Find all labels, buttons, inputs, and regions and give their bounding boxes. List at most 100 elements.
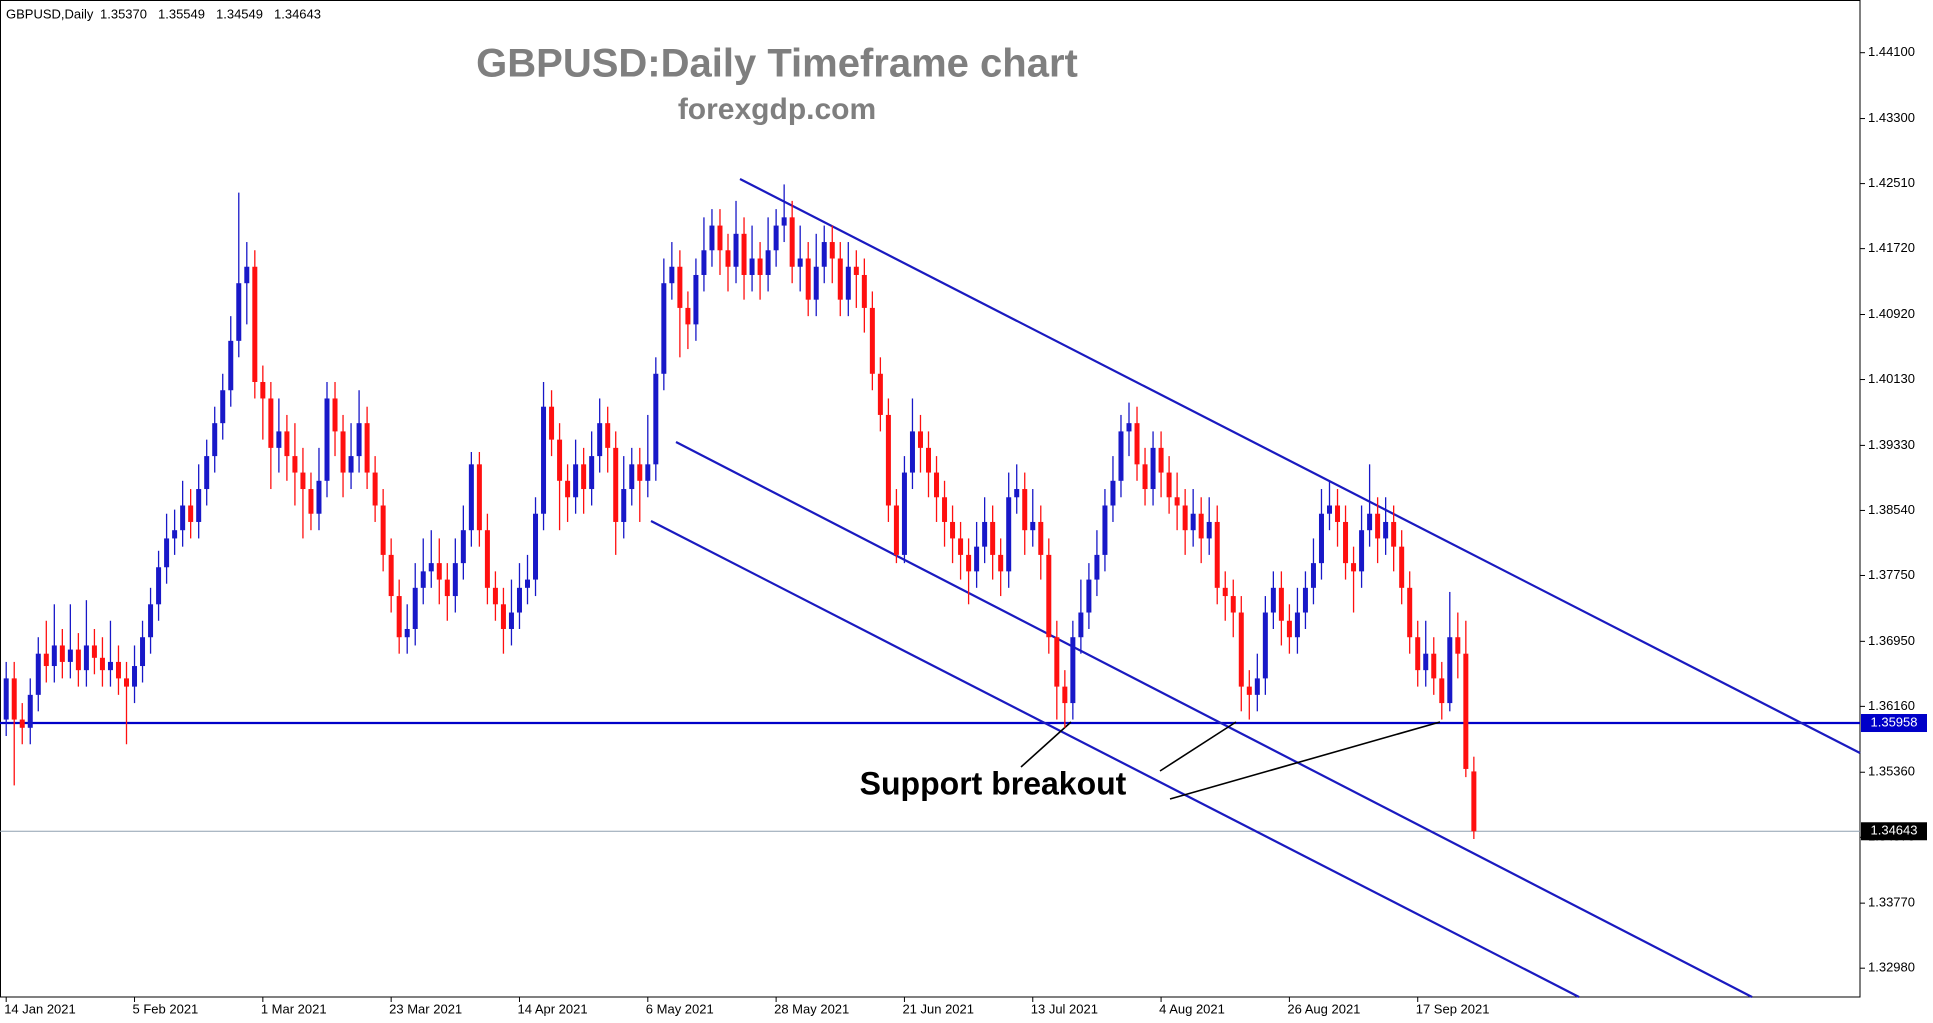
candle-body [99, 657, 105, 671]
candle-body [1070, 637, 1076, 704]
candle-body [589, 456, 595, 490]
candle-body [749, 258, 755, 275]
candle-body [412, 587, 418, 629]
header-value: 1.35549 [158, 6, 205, 21]
candle-body [124, 678, 129, 687]
candle-body [59, 645, 65, 662]
y-tick-label: 1.37750 [1868, 567, 1915, 582]
candle-body [1126, 423, 1132, 432]
candle-body [990, 521, 996, 555]
x-tick-label: 13 Jul 2021 [1031, 1001, 1098, 1016]
candle-body [1046, 554, 1052, 638]
candle-body [1014, 489, 1020, 498]
header-value: 1.34549 [216, 6, 263, 21]
candle-body [132, 666, 138, 687]
candle-body [324, 398, 330, 481]
candle-body [436, 563, 442, 580]
pointer-line [1169, 721, 1441, 800]
candle-body [677, 266, 683, 308]
candle-body [51, 645, 57, 667]
price-level-label: 1.34643 [1871, 823, 1918, 838]
candle-body [196, 489, 202, 522]
y-tick-label: 1.42510 [1868, 175, 1915, 190]
candle-body [276, 431, 282, 448]
candle-body [829, 242, 835, 259]
chart-title: GBPUSD:Daily Timeframe chart [476, 42, 1078, 86]
candle-body [1302, 587, 1308, 613]
y-tick-label: 1.32980 [1868, 960, 1915, 975]
candle-body [1335, 505, 1341, 522]
candle-body [172, 530, 178, 539]
candle-body [107, 661, 113, 671]
candle-body [645, 464, 651, 481]
candle-body [869, 307, 875, 374]
candle-body [1399, 546, 1405, 588]
candle-body [1198, 513, 1204, 539]
y-tick-label: 1.38540 [1868, 502, 1915, 517]
y-tick-label: 1.41720 [1868, 240, 1915, 255]
candle-body [316, 480, 322, 514]
candle-body [661, 283, 667, 374]
candle-body [1222, 587, 1228, 597]
candle-body [1062, 686, 1068, 704]
candle-body [653, 373, 659, 465]
x-tick-label: 28 May 2021 [774, 1001, 849, 1016]
candle-body [27, 694, 33, 728]
candle-body [1343, 521, 1349, 564]
candle-body [516, 587, 522, 613]
candle-body [19, 719, 25, 728]
candle-body [1447, 637, 1453, 704]
annotation: Support breakout [860, 765, 1127, 801]
candle-body [115, 661, 121, 679]
candle-body [797, 258, 803, 267]
candle-body [1182, 505, 1188, 531]
pointer-line [1020, 721, 1072, 768]
candle-body [885, 414, 891, 506]
candle-body [565, 480, 571, 498]
candle-body [356, 423, 362, 457]
x-tick-label: 14 Apr 2021 [517, 1001, 587, 1016]
candle-body [877, 373, 883, 415]
candle-body [1367, 513, 1373, 531]
x-tick-label: 5 Feb 2021 [133, 1001, 199, 1016]
candle-body [148, 604, 154, 638]
x-tick-label: 23 Mar 2021 [389, 1001, 462, 1016]
candle-body [1110, 480, 1116, 506]
candle-body [140, 637, 146, 667]
candle-body [364, 423, 370, 473]
candle-body [164, 538, 170, 568]
candle-body [1094, 554, 1100, 580]
candle-body [613, 447, 619, 522]
candle-body [340, 431, 346, 473]
candle-body [1206, 521, 1212, 539]
candle-body [1262, 612, 1268, 679]
y-tick-label: 1.40130 [1868, 371, 1915, 386]
candle-body [637, 464, 643, 481]
candle-body [845, 266, 851, 300]
candle-body [35, 653, 41, 695]
candle-body [982, 521, 988, 547]
candle-body [1150, 447, 1156, 490]
candle-body [1431, 653, 1437, 679]
candle-body [1327, 505, 1332, 514]
candle-body [1230, 596, 1236, 613]
candle-body [3, 678, 9, 720]
candle-body [1190, 513, 1196, 531]
candle-body [43, 653, 49, 667]
candle-body [204, 456, 210, 490]
candle-body [388, 554, 394, 597]
candle-body [701, 250, 707, 275]
price-level-box [1861, 822, 1927, 841]
y-tick-label: 1.43300 [1868, 110, 1915, 125]
plot-frame [0, 0, 1861, 998]
candle-body [1118, 431, 1124, 481]
candle-body [484, 530, 490, 588]
candle-body [942, 497, 948, 522]
candle-body [1318, 513, 1324, 564]
candle-body [781, 217, 787, 226]
x-tick-label: 21 Jun 2021 [902, 1001, 974, 1016]
candle-body [260, 382, 266, 399]
candle-body [156, 567, 162, 605]
candle-body [1134, 423, 1140, 465]
y-tick-label: 1.35360 [1868, 764, 1915, 779]
